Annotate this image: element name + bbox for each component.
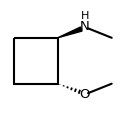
Text: H: H <box>81 11 89 21</box>
Text: N: N <box>80 21 90 33</box>
Text: O: O <box>79 88 90 101</box>
Polygon shape <box>58 27 82 38</box>
